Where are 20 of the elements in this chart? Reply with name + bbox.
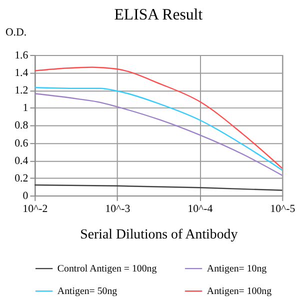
- chart-title: ELISA Result: [114, 6, 204, 24]
- legend-label: Antigen= 50ng: [57, 286, 118, 298]
- y-axis-title: O.D.: [5, 26, 27, 39]
- y-tick-label: 0.6: [14, 137, 29, 150]
- legend-label: Control Antigen = 100ng: [57, 264, 157, 275]
- x-tick-label: 10^-2: [22, 202, 48, 215]
- y-tick-label: 1.4: [14, 67, 29, 80]
- x-axis-title: Serial Dilutions of Antibody: [80, 226, 238, 242]
- y-tick-label: 1.6: [14, 49, 29, 62]
- y-tick-label: 0.8: [14, 120, 29, 132]
- y-tick-label: 0: [22, 190, 29, 202]
- legend-label: Antigen= 10ng: [206, 264, 267, 275]
- legend-label: Antigen= 100ng: [206, 286, 272, 298]
- y-tick-label: 0.2: [14, 172, 28, 184]
- y-tick-label: 1.2: [14, 84, 28, 97]
- x-tick-label: 10^-3: [105, 202, 131, 215]
- x-tick-label: 10^-5: [270, 202, 296, 215]
- y-tick-label: 0.4: [14, 154, 29, 167]
- x-tick-label: 10^-4: [188, 202, 214, 215]
- y-tick-label: 1: [22, 102, 28, 114]
